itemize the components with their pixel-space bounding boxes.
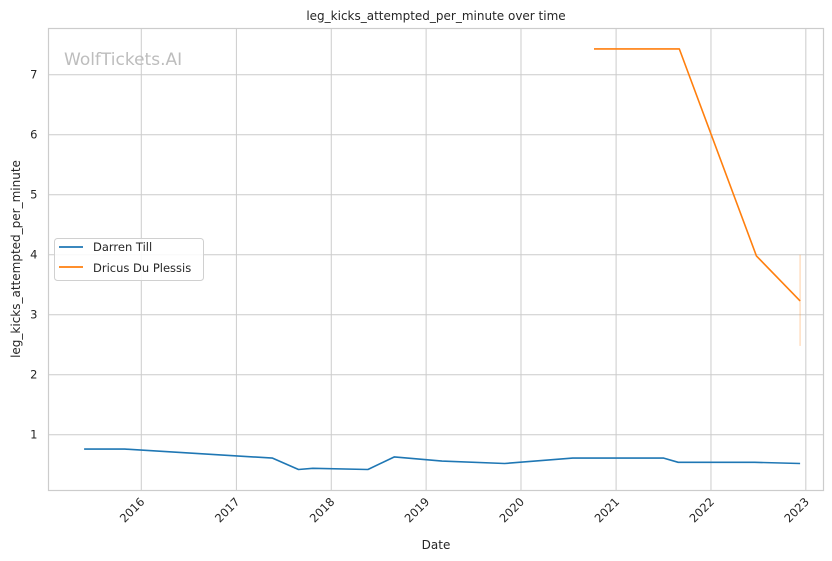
y-tick-label: 4 [30,248,37,262]
x-axis-label: Date [422,538,451,552]
x-tick-label: 2021 [592,495,623,526]
legend: Darren Till Dricus Du Plessis [54,238,204,281]
x-tick-label: 2019 [402,495,433,526]
x-tick-label: 2020 [497,495,528,526]
x-tick-label: 2023 [781,495,812,526]
legend-label-dricus-du-plessis: Dricus Du Plessis [93,261,191,275]
plot-frame [47,27,825,492]
grid [48,28,824,491]
y-axis-label: leg_kicks_attempted_per_minute [9,160,23,358]
x-tick-label: 2017 [212,495,243,526]
y-tick-label: 3 [30,308,37,322]
y-tick-label: 2 [30,368,37,382]
y-tick-label: 1 [30,428,37,442]
tick-labels: 1 2 3 4 5 6 7 2016 2017 2018 2019 2020 2021 2022 2023 [30,68,812,526]
y-tick-label: 5 [30,188,37,202]
series-line-darren-till [84,448,801,471]
chart-title: leg_kicks_attempted_per_minute over time [306,9,565,23]
legend-label-darren-till: Darren Till [93,240,152,254]
series-line-dricus-du-plessis [594,48,801,302]
y-tick-label: 7 [30,68,37,82]
x-tick-label: 2018 [307,495,338,526]
y-tick-label: 6 [30,128,37,142]
series-layer [84,48,801,471]
watermark: WolfTickets.AI [64,50,182,70]
x-tick-label: 2022 [686,495,717,526]
legend-box [54,238,204,281]
x-tick-label: 2016 [117,495,148,526]
